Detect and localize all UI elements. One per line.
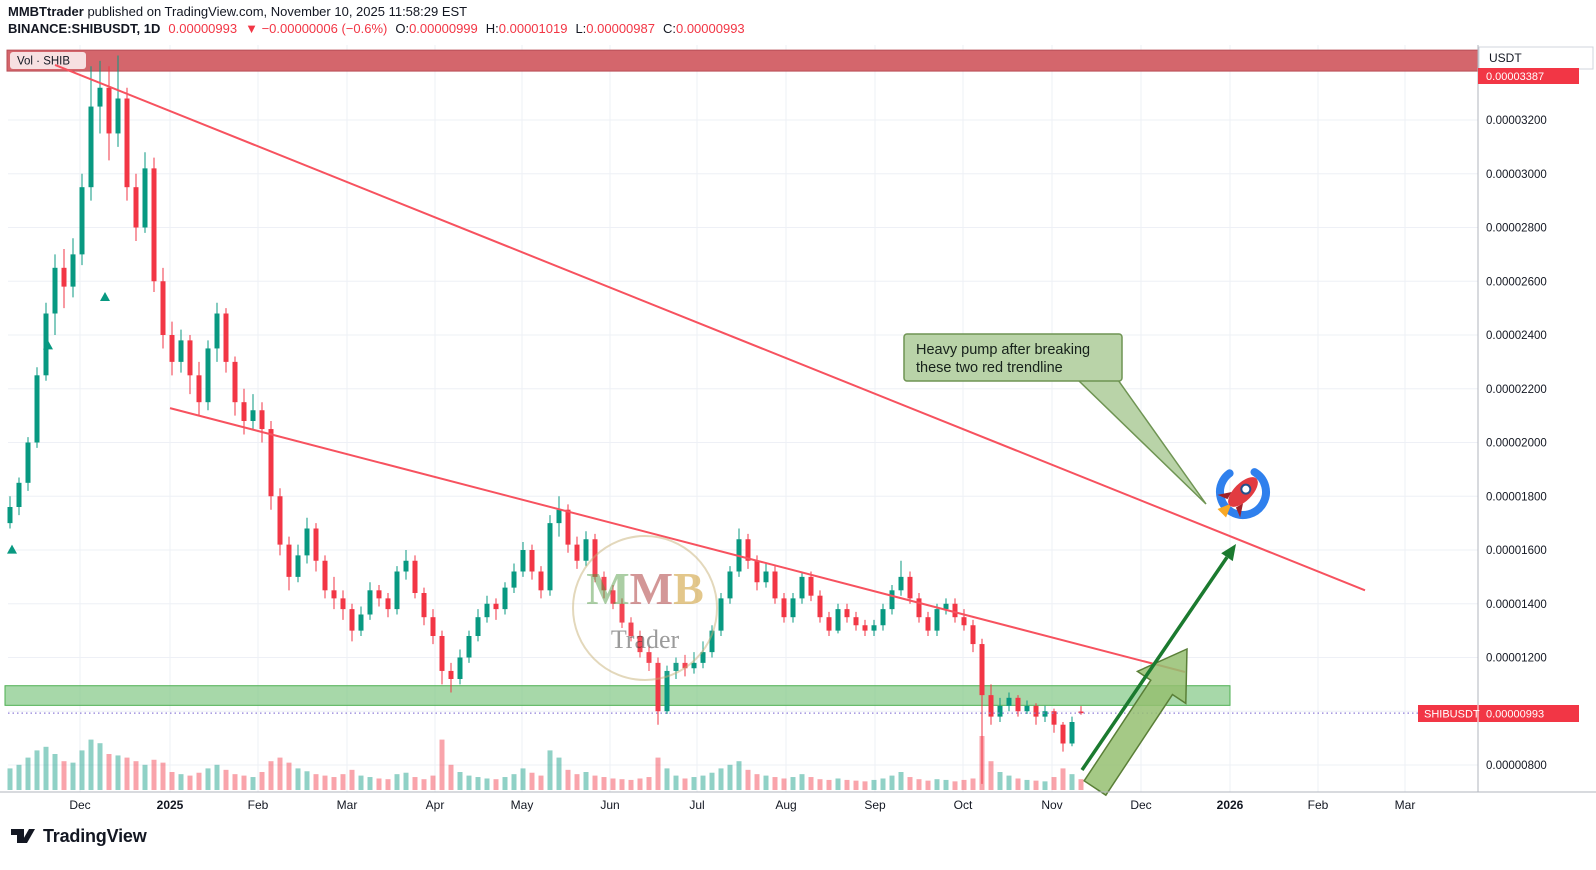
svg-text:2026: 2026	[1217, 798, 1244, 812]
svg-text:Vol · SHIB: Vol · SHIB	[17, 56, 70, 68]
publish-header: MMBTtrader published on TradingView.com,…	[8, 4, 467, 19]
svg-text:Heavy pump after breaking: Heavy pump after breaking	[916, 342, 1090, 358]
svg-text:0.00003000: 0.00003000	[1486, 169, 1547, 181]
svg-text:0.00002800: 0.00002800	[1486, 223, 1547, 235]
svg-text:Oct: Oct	[954, 798, 973, 812]
svg-text:0.00001600: 0.00001600	[1486, 545, 1547, 557]
signal-markers	[7, 292, 110, 554]
svg-text:0.00001200: 0.00001200	[1486, 653, 1547, 665]
svg-text:0.00001400: 0.00001400	[1486, 599, 1547, 611]
svg-text:Feb: Feb	[1308, 798, 1329, 812]
svg-text:SHIBUSDT: SHIBUSDT	[1424, 709, 1480, 721]
pump-arrow-thin[interactable]	[1080, 544, 1236, 771]
callout-note[interactable]: Heavy pump after breaking these two red t…	[903, 333, 1207, 505]
svg-text:0.00001800: 0.00001800	[1486, 491, 1547, 503]
svg-text:these two red trendline: these two red trendline	[916, 360, 1063, 376]
pump-arrow-big[interactable]	[1083, 647, 1188, 797]
tradingview-logo-text: TradingView	[43, 825, 147, 846]
symbol-header: BINANCE:SHIBUSDT, 1D 0.00000993 ▼ −0.000…	[8, 21, 745, 36]
svg-text:0.00002200: 0.00002200	[1486, 384, 1547, 396]
author-name: MMBTtrader	[8, 4, 84, 19]
svg-text:Mar: Mar	[1395, 798, 1416, 812]
trendline-2[interactable]	[169, 407, 1186, 673]
svg-text:MMB: MMB	[586, 563, 704, 614]
svg-text:May: May	[511, 798, 534, 812]
volume-legend: Vol · SHIB	[10, 52, 86, 69]
rocket-icon	[1216, 465, 1270, 519]
svg-text:Feb: Feb	[248, 798, 269, 812]
price-tag: SHIBUSDT 0.00000993	[1418, 705, 1579, 722]
svg-text:0.00003200: 0.00003200	[1486, 115, 1547, 127]
svg-text:0.00002600: 0.00002600	[1486, 276, 1547, 288]
watermark: MMB Trader	[572, 535, 718, 681]
publish-info: published on TradingView.com, November 1…	[83, 4, 468, 19]
price-axis[interactable]: 0.00003200 0.00003000 0.00002800 0.00002600…	[0, 45, 1596, 793]
tradingview-mark-icon	[11, 829, 35, 843]
price-change: ▼ −0.00000006 (−0.6%)	[245, 21, 388, 36]
svg-text:Trader: Trader	[611, 625, 680, 654]
svg-text:Dec: Dec	[69, 798, 90, 812]
svg-text:Jun: Jun	[600, 798, 619, 812]
svg-text:0.00002400: 0.00002400	[1486, 330, 1547, 342]
ohlc-open: O:0.00000999	[395, 21, 478, 36]
grid-lines	[8, 45, 1478, 792]
ohlc-close: C:0.00000993	[662, 21, 745, 36]
svg-text:0.00003387: 0.00003387	[1486, 71, 1544, 83]
svg-text:Mar: Mar	[337, 798, 358, 812]
svg-text:USDT: USDT	[1489, 51, 1522, 65]
time-axis[interactable]: Dec 2025 Feb Mar Apr May Jun Jul Aug Sep Oct Nov Dec…	[69, 798, 1415, 812]
resistance-zone	[6, 49, 1479, 72]
svg-text:0.00000993: 0.00000993	[1486, 709, 1544, 721]
svg-text:Apr: Apr	[426, 798, 445, 812]
last-price: 0.00000993	[168, 21, 238, 36]
symbol-interval: BINANCE:SHIBUSDT, 1D	[8, 21, 161, 36]
svg-text:Nov: Nov	[1041, 798, 1062, 812]
candlestick-series	[7, 55, 1084, 784]
ohlc-low: L:0.00000987	[575, 21, 655, 36]
svg-text:Aug: Aug	[775, 798, 796, 812]
trendline-1[interactable]	[54, 63, 1366, 592]
svg-text:Dec: Dec	[1130, 798, 1151, 812]
svg-text:Jul: Jul	[689, 798, 704, 812]
svg-text:0.00000800: 0.00000800	[1486, 760, 1547, 772]
svg-text:Sep: Sep	[864, 798, 886, 812]
svg-text:2025: 2025	[157, 798, 184, 812]
tradingview-logo[interactable]: TradingView	[10, 824, 147, 848]
ohlc-high: H:0.00001019	[485, 21, 568, 36]
volume-series	[7, 736, 1084, 790]
support-zone	[4, 685, 1231, 706]
svg-text:0.00002000: 0.00002000	[1486, 438, 1547, 450]
